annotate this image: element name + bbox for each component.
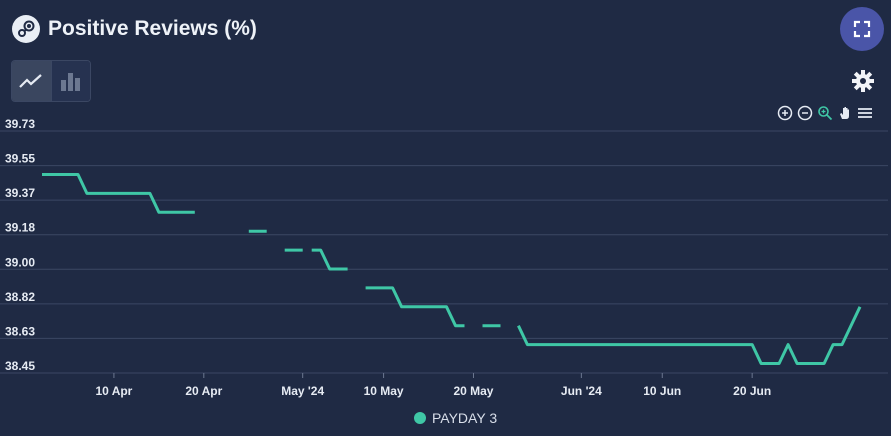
- x-tick-label: Jun '24: [561, 384, 602, 398]
- magnifier-zoom-icon: [817, 105, 832, 120]
- y-tick-label: 38.45: [5, 359, 35, 373]
- bar-view-button[interactable]: [50, 61, 90, 101]
- y-tick-label: 39.00: [5, 255, 35, 269]
- settings-button[interactable]: [850, 68, 876, 94]
- line-chart-icon: [19, 74, 42, 88]
- grid-lines: [0, 130, 888, 374]
- menu-button[interactable]: [856, 104, 873, 121]
- chart-type-toggle: [11, 60, 91, 102]
- y-tick-label: 39.18: [5, 221, 35, 235]
- steam-logo-icon: [12, 15, 40, 43]
- gear-icon: [852, 70, 874, 92]
- legend-label: PAYDAY 3: [432, 410, 498, 426]
- x-tick-label: 10 May: [364, 384, 404, 398]
- series-payday-3[interactable]: [42, 173, 862, 365]
- zoom-in-button[interactable]: [776, 104, 793, 121]
- zoom-out-icon: [797, 105, 812, 120]
- zoom-in-icon: [777, 105, 792, 120]
- y-tick-label: 39.73: [5, 117, 35, 131]
- bar-chart-icon: [60, 73, 80, 91]
- x-tick-label: May '24: [281, 384, 324, 398]
- x-tick-label: 20 Jun: [733, 384, 771, 398]
- x-tick-label: 20 Apr: [185, 384, 222, 398]
- x-tick-label: 20 May: [453, 384, 493, 398]
- legend-item-payday-3[interactable]: PAYDAY 3: [414, 410, 497, 426]
- zoom-out-button[interactable]: [796, 104, 813, 121]
- pan-button[interactable]: [836, 104, 853, 121]
- zoom-toolbar: [776, 104, 873, 121]
- hand-pan-icon: [839, 106, 849, 119]
- y-tick-label: 39.55: [5, 152, 35, 166]
- menu-icon: [857, 107, 872, 118]
- y-axis-ticks: 39.73 39.55 39.37 39.18 39.00 38.82 38.63 38.45: [5, 117, 35, 373]
- y-tick-label: 38.82: [5, 290, 35, 304]
- x-tick-label: 10 Apr: [95, 384, 132, 398]
- y-tick-label: 39.37: [5, 186, 35, 200]
- line-view-button[interactable]: [12, 61, 51, 101]
- y-tick-label: 38.63: [5, 324, 35, 338]
- fullscreen-button[interactable]: [840, 7, 884, 51]
- series-line-segment[interactable]: [42, 173, 195, 214]
- chart-header: Positive Reviews (%): [12, 12, 257, 46]
- fullscreen-icon: [853, 20, 871, 38]
- series-line-segment[interactable]: [365, 286, 465, 328]
- series-line-segment[interactable]: [311, 248, 348, 271]
- legend-swatch: [414, 412, 426, 424]
- chart-title: Positive Reviews (%): [48, 17, 257, 40]
- x-axis-ticks: 10 Apr 20 Apr May '24 10 May 20 May Jun '24 10…: [95, 373, 771, 398]
- series-line-segment[interactable]: [517, 306, 862, 365]
- x-tick-label: 10 Jun: [643, 384, 681, 398]
- zoom-select-button[interactable]: [816, 104, 833, 121]
